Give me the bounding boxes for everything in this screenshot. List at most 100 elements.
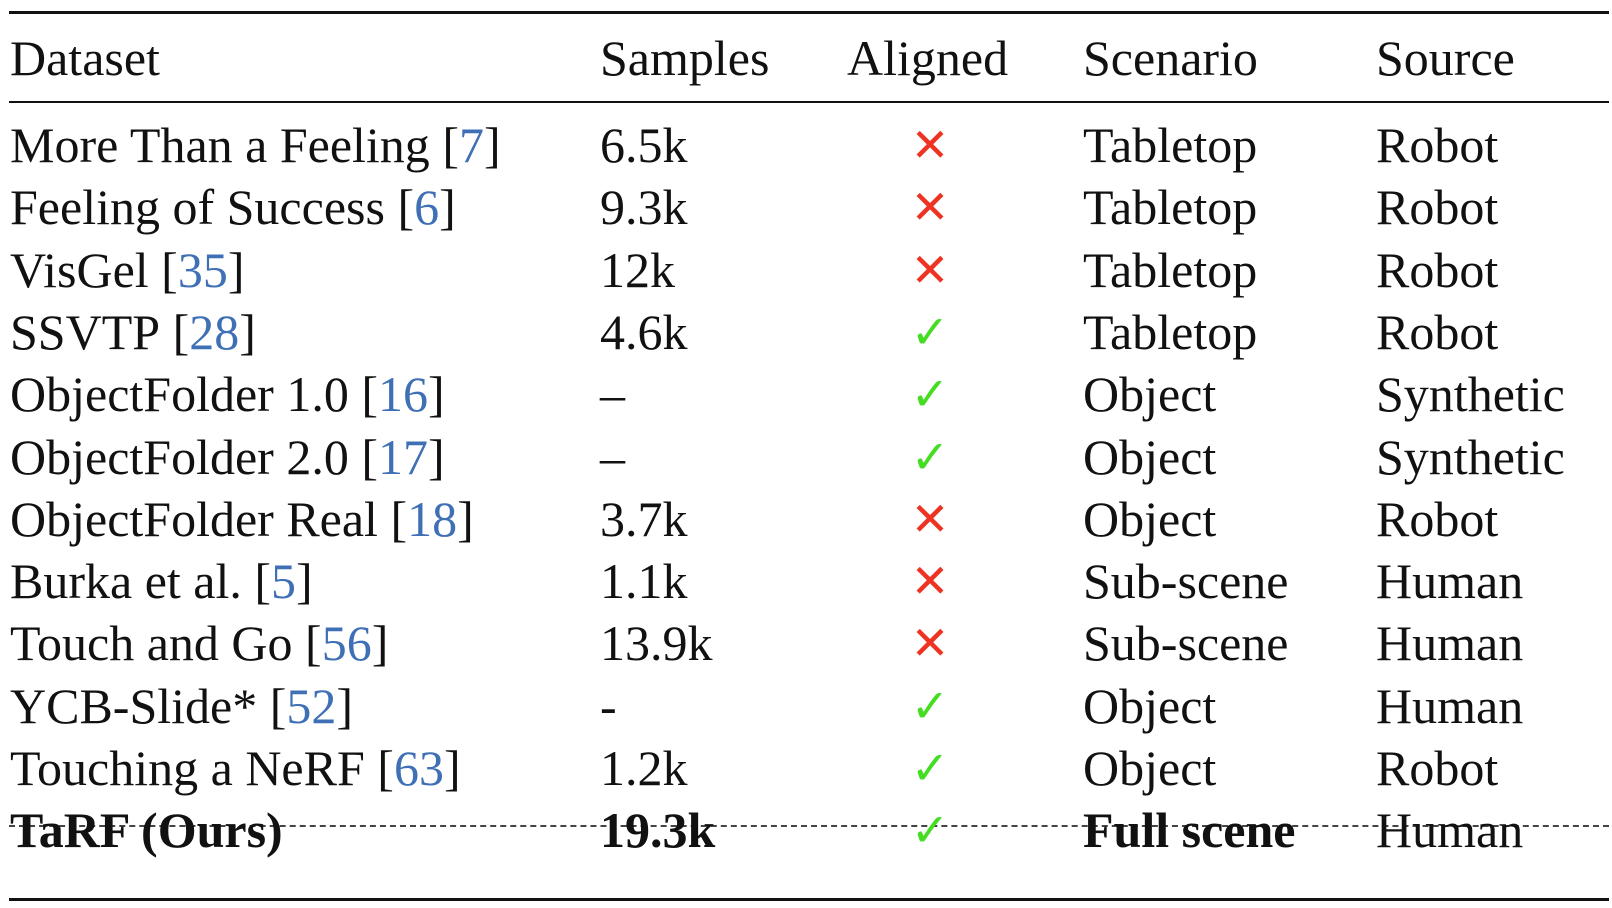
table-bottom-rule — [9, 898, 1609, 901]
header-samples: Samples — [600, 30, 770, 86]
cross-mark-icon: ✕ — [910, 243, 950, 297]
table-top-rule — [9, 11, 1609, 14]
header-source: Source — [1376, 30, 1515, 86]
cell-source: Robot — [1376, 491, 1499, 547]
cross-mark-icon: ✕ — [910, 492, 950, 546]
dataset-name: YCB-Slide* — [10, 678, 258, 734]
citation-open-bracket: [ — [348, 366, 378, 422]
dataset-name: Feeling of Success — [10, 179, 385, 235]
cell-samples: 4.6k — [600, 304, 688, 360]
cell-dataset: ObjectFolder 2.0 [17] — [10, 427, 445, 487]
citation-link[interactable]: 63 — [393, 740, 444, 796]
citation-link[interactable]: 7 — [458, 117, 484, 173]
cross-mark-icon: ✕ — [910, 616, 950, 670]
citation-open-bracket: [ — [257, 678, 287, 734]
cell-dataset: SSVTP [28] — [10, 302, 256, 362]
dataset-name: ObjectFolder Real — [10, 491, 378, 547]
cell-scenario: Sub-scene — [1083, 553, 1289, 609]
cell-scenario: Tabletop — [1083, 179, 1258, 235]
cell-dataset: Feeling of Success [6] — [10, 177, 456, 237]
cell-dataset: Burka et al. [5] — [10, 551, 313, 611]
citation-open-bracket: [ — [241, 553, 272, 609]
check-mark-icon: ✓ — [910, 741, 950, 795]
cell-scenario: Object — [1083, 491, 1217, 547]
citation-close-bracket: ] — [483, 117, 501, 173]
cell-source: Human — [1376, 678, 1524, 734]
citation-link[interactable]: 6 — [414, 179, 440, 235]
cell-dataset: VisGel [35] — [10, 240, 244, 300]
cell-scenario: Object — [1083, 678, 1217, 734]
cell-source: Robot — [1376, 117, 1499, 173]
citation-open-bracket: [ — [384, 179, 415, 235]
cell-source: Robot — [1376, 304, 1499, 360]
cell-samples: 3.7k — [600, 491, 688, 547]
cell-scenario: Full scene — [1083, 802, 1296, 858]
cell-samples: 12k — [600, 242, 675, 298]
dataset-name: SSVTP — [10, 304, 161, 360]
check-mark-icon: ✓ — [910, 367, 950, 421]
citation-close-bracket: ] — [427, 366, 445, 422]
citation-close-bracket: ] — [227, 242, 245, 298]
table-header-rule — [9, 101, 1609, 103]
check-mark-icon: ✓ — [910, 430, 950, 484]
citation-close-bracket: ] — [427, 429, 445, 485]
cell-scenario: Object — [1083, 740, 1217, 796]
citation-open-bracket: [ — [348, 429, 378, 485]
citation-link[interactable]: 28 — [189, 304, 240, 360]
cell-source: Synthetic — [1376, 366, 1565, 422]
citation-open-bracket: [ — [429, 117, 459, 173]
citation-link[interactable]: 56 — [321, 615, 372, 671]
cell-samples: 6.5k — [600, 117, 688, 173]
cell-source: Human — [1376, 553, 1524, 609]
cell-samples: 1.1k — [600, 553, 688, 609]
table-dashed-rule — [9, 825, 1609, 827]
check-mark-icon: ✓ — [910, 679, 950, 733]
citation-close-bracket: ] — [336, 678, 354, 734]
cell-scenario: Object — [1083, 366, 1217, 422]
cell-source: Robot — [1376, 740, 1499, 796]
citation-link[interactable]: 18 — [407, 491, 458, 547]
cell-dataset: More Than a Feeling [7] — [10, 115, 501, 175]
cell-scenario: Sub-scene — [1083, 615, 1289, 671]
cross-mark-icon: ✕ — [910, 118, 950, 172]
cell-dataset-name: TaRF (Ours) — [10, 802, 283, 858]
cell-dataset: ObjectFolder 1.0 [16] — [10, 364, 445, 424]
citation-link[interactable]: 5 — [271, 553, 297, 609]
citation-close-bracket: ] — [239, 304, 256, 360]
citation-link[interactable]: 52 — [286, 678, 337, 734]
cross-mark-icon: ✕ — [910, 180, 950, 234]
cell-samples: – — [600, 366, 625, 422]
cell-dataset: Touch and Go [56] — [10, 613, 388, 673]
citation-close-bracket: ] — [443, 740, 461, 796]
cell-samples: 1.2k — [600, 740, 688, 796]
citation-open-bracket: [ — [364, 740, 394, 796]
cell-samples: – — [600, 429, 625, 485]
cell-samples: 9.3k — [600, 179, 688, 235]
cell-dataset: YCB-Slide* [52] — [10, 676, 353, 736]
citation-link[interactable]: 16 — [377, 366, 428, 422]
citation-open-bracket: [ — [160, 304, 190, 360]
cell-scenario: Tabletop — [1083, 304, 1258, 360]
cell-dataset: ObjectFolder Real [18] — [10, 489, 474, 549]
dataset-name: More Than a Feeling — [10, 117, 430, 173]
dataset-name: Burka et al. — [10, 553, 242, 609]
dataset-name: ObjectFolder 1.0 — [10, 366, 349, 422]
citation-open-bracket: [ — [292, 615, 322, 671]
citation-link[interactable]: 17 — [377, 429, 428, 485]
cell-source: Synthetic — [1376, 429, 1565, 485]
dataset-name: ObjectFolder 2.0 — [10, 429, 349, 485]
header-dataset: Dataset — [10, 30, 160, 86]
dataset-name: VisGel — [10, 242, 149, 298]
cell-scenario: Object — [1083, 429, 1217, 485]
citation-close-bracket: ] — [296, 553, 313, 609]
citation-link[interactable]: 35 — [177, 242, 228, 298]
check-mark-icon: ✓ — [910, 803, 950, 857]
citation-close-bracket: ] — [371, 615, 389, 671]
cell-samples: 19.3k — [600, 802, 716, 858]
cell-source: Human — [1376, 615, 1524, 671]
cross-mark-icon: ✕ — [910, 554, 950, 608]
check-mark-icon: ✓ — [910, 305, 950, 359]
citation-open-bracket: [ — [148, 242, 178, 298]
header-scenario: Scenario — [1083, 30, 1258, 86]
citation-close-bracket: ] — [439, 179, 456, 235]
